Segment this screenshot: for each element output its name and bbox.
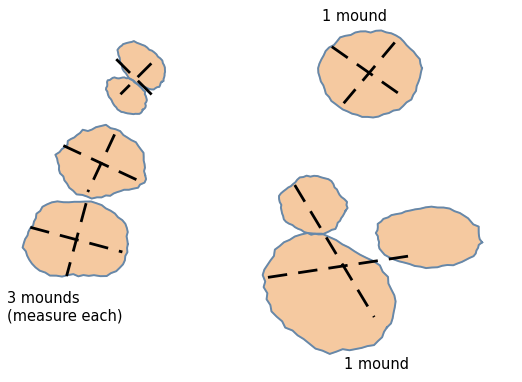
Polygon shape	[376, 207, 482, 268]
Polygon shape	[106, 78, 147, 114]
Polygon shape	[318, 31, 422, 117]
Polygon shape	[55, 125, 146, 199]
Polygon shape	[22, 201, 128, 277]
Polygon shape	[263, 233, 396, 354]
Polygon shape	[117, 41, 165, 89]
Text: 3 mounds
(measure each): 3 mounds (measure each)	[7, 291, 122, 324]
Text: 1 mound: 1 mound	[345, 357, 409, 372]
Polygon shape	[279, 176, 348, 235]
Text: 1 mound: 1 mound	[322, 9, 387, 24]
